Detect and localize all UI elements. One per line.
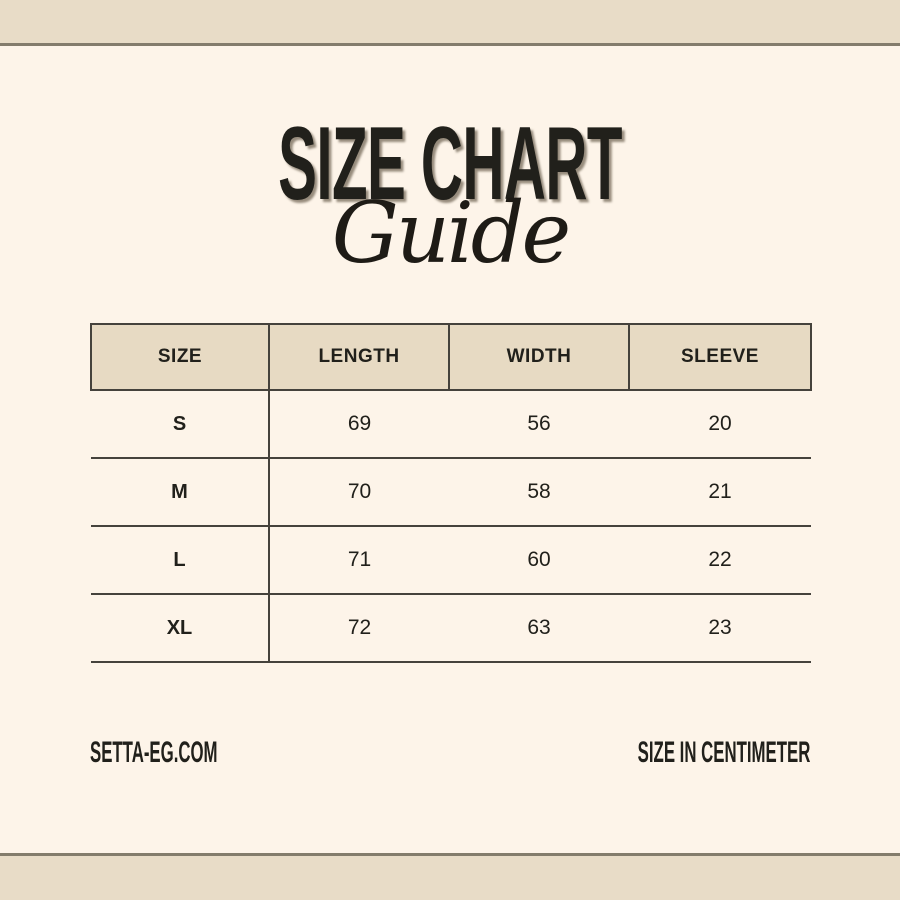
bottom-divider-line [0,853,900,856]
cell-size: XL [91,594,270,663]
bottom-band [0,856,900,900]
header-cell-sleeve: SLEEVE [628,323,812,391]
cell-sleeve: 23 [629,594,811,663]
top-divider-line [0,43,900,46]
header-cell-length: LENGTH [268,323,450,391]
header-cell-width: WIDTH [448,323,630,391]
unit-note-label: SIZE IN CENTIMETER [637,736,810,769]
table-row-m: M 70 58 21 [91,458,811,527]
cell-length: 72 [269,594,449,663]
size-table: SIZE LENGTH WIDTH SLEEVE S 69 56 20 M 70… [90,323,812,663]
cell-length: 70 [269,458,449,527]
cell-size: M [91,458,270,527]
cell-sleeve: 22 [629,526,811,595]
cell-sleeve: 21 [629,458,811,527]
page-title: SIZE CHART [278,106,622,222]
cell-length: 71 [269,526,449,595]
page-subtitle-script: Guide [331,184,572,282]
top-band [0,0,900,43]
table-row-xl: XL 72 63 23 [91,594,811,663]
header-cell-size: SIZE [90,323,270,391]
cell-width: 60 [449,526,629,595]
cell-width: 56 [449,390,629,459]
cell-width: 58 [449,458,629,527]
table-row-s: S 69 56 20 [91,390,811,459]
cell-size: S [91,390,270,459]
cell-width: 63 [449,594,629,663]
website-label: SETTA-EG.COM [90,736,218,769]
table-header-row: SIZE LENGTH WIDTH SLEEVE [90,323,812,391]
cell-length: 69 [269,390,449,459]
cell-sleeve: 20 [629,390,811,459]
cell-size: L [91,526,270,595]
table-row-l: L 71 60 22 [91,526,811,595]
